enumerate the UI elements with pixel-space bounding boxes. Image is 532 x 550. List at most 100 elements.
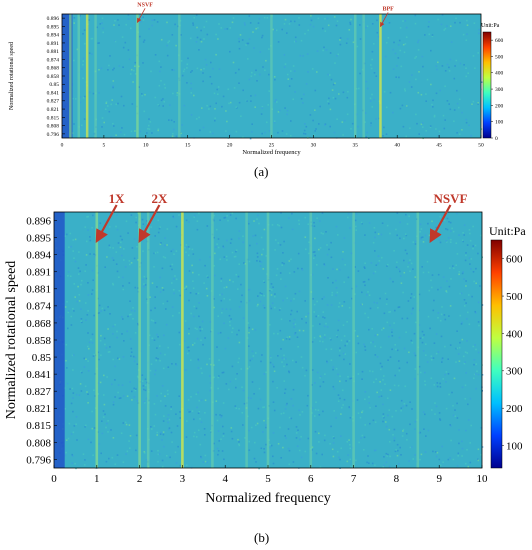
x-tick-label: 50 bbox=[478, 143, 484, 149]
spectral-line-6 bbox=[245, 212, 248, 468]
y-tick-label: 0.841 bbox=[47, 90, 60, 96]
heatmap-texture bbox=[54, 212, 484, 470]
panel-a-chart: 0 5 10 15 20 25 30 35 40 45 50 0.896 0.895 0.894 0.891… bbox=[9, 2, 504, 156]
y-tick-label: 0.796 bbox=[47, 132, 60, 138]
colorbar bbox=[482, 31, 492, 139]
x-tick-label: 10 bbox=[143, 143, 149, 149]
y-axis-label: Normalized rotational speed bbox=[9, 42, 15, 110]
y-tick-label: 0.85 bbox=[49, 82, 59, 88]
y-tick-label: 0.808 bbox=[47, 124, 60, 130]
x-tick-label: 5 bbox=[265, 473, 271, 485]
annotation-arrow bbox=[138, 204, 161, 243]
x-tick-label: 45 bbox=[436, 143, 442, 149]
spectral-line-3 bbox=[85, 14, 89, 138]
colorbar-tick-label: 100 bbox=[495, 120, 504, 126]
y-tick-label: 0.868 bbox=[26, 318, 51, 330]
y-tick-label: 0.868 bbox=[47, 66, 60, 72]
spectral-line-5 bbox=[136, 14, 139, 138]
colorbar-tick-label: 400 bbox=[495, 71, 504, 77]
heatmap-edge bbox=[54, 212, 65, 468]
colorbar-label: Unit:Pa bbox=[481, 23, 500, 29]
spectral-line-2 bbox=[77, 14, 80, 138]
colorbar-tick-label: 500 bbox=[495, 54, 504, 60]
y-tick-label: 0.85 bbox=[32, 352, 52, 364]
spectral-line-2 bbox=[138, 212, 141, 468]
colorbar-tick-label: 600 bbox=[506, 254, 523, 266]
x-tick-label: 2 bbox=[137, 473, 143, 485]
annotation-arrow bbox=[429, 204, 452, 243]
colorbar-tick-label: 400 bbox=[506, 328, 523, 340]
spectral-line-7 bbox=[266, 212, 270, 468]
heatmap-edge bbox=[62, 14, 73, 138]
x-tick-label: 10 bbox=[477, 473, 489, 485]
x-tick-label: 40 bbox=[394, 143, 400, 149]
y-tick-label: 0.896 bbox=[26, 215, 51, 227]
y-tick-label: 0.881 bbox=[47, 49, 60, 55]
colorbar-tick-label: 200 bbox=[506, 403, 523, 415]
x-tick-label: 8 bbox=[394, 473, 400, 485]
x-tick-label: 0 bbox=[51, 473, 57, 485]
x-tick-label: 35 bbox=[353, 143, 359, 149]
spectral-line-4 bbox=[94, 14, 97, 138]
x-tick-label: 5 bbox=[103, 143, 106, 149]
spectral-line-3 bbox=[146, 212, 150, 468]
annotation-label: NSVF bbox=[137, 2, 153, 8]
x-tick-label: 9 bbox=[436, 473, 442, 485]
colorbar-tick-label: 600 bbox=[495, 38, 504, 44]
y-tick-label: 0.881 bbox=[26, 284, 51, 296]
y-tick-label: 0.827 bbox=[26, 386, 51, 398]
spectral-line-1 bbox=[95, 212, 99, 468]
spectral-line-8 bbox=[309, 212, 313, 468]
spectral-line-7 bbox=[270, 14, 273, 138]
y-tick-label: 0.827 bbox=[47, 99, 60, 105]
colorbar-label: Unit:Pa bbox=[489, 224, 526, 238]
y-tick-label: 0.896 bbox=[47, 16, 60, 22]
annotation-label: 1X bbox=[109, 191, 126, 206]
y-tick-label: 0.891 bbox=[47, 41, 60, 47]
spectral-line-5 bbox=[211, 212, 214, 468]
colorbar-tick-label: 100 bbox=[506, 440, 523, 452]
y-tick-label: 0.808 bbox=[26, 437, 51, 449]
colorbar-tick-label: 0 bbox=[495, 136, 498, 142]
y-tick-label: 0.891 bbox=[26, 267, 51, 279]
y-tick-label: 0.895 bbox=[26, 232, 51, 244]
x-tick-label: 4 bbox=[222, 473, 228, 485]
x-tick-label: 20 bbox=[227, 143, 233, 149]
x-axis-label: Normalized frequency bbox=[242, 149, 301, 156]
annotation-label: 2X bbox=[151, 191, 168, 206]
heatmap-texture bbox=[62, 14, 483, 140]
x-tick-label: 30 bbox=[311, 143, 317, 149]
y-tick-label: 0.874 bbox=[47, 57, 60, 63]
annotation-label: NSVF bbox=[433, 191, 467, 206]
y-tick-label: 0.858 bbox=[26, 335, 51, 347]
panel-b-chart: 0 1 2 3 4 5 6 7 8 9 10 0.896 0.895 0.894 0.891 0.881 0.8… bbox=[4, 191, 526, 506]
y-tick-label: 0.894 bbox=[47, 33, 60, 39]
colorbar-tick-label: 200 bbox=[495, 103, 504, 109]
y-tick-label: 0.895 bbox=[47, 24, 60, 30]
colorbar-tick-label: 300 bbox=[495, 87, 504, 93]
y-tick-label: 0.815 bbox=[26, 420, 51, 432]
colorbar-tick-label: 500 bbox=[506, 291, 523, 303]
y-tick-label: 0.874 bbox=[26, 301, 51, 313]
y-tick-label: 0.858 bbox=[47, 74, 60, 80]
x-tick-label: 25 bbox=[269, 143, 275, 149]
panel-a-label: (a) bbox=[254, 164, 269, 179]
x-axis-label: Normalized frequency bbox=[205, 491, 331, 506]
x-tick-label: 7 bbox=[351, 473, 357, 485]
spectral-line-10 bbox=[416, 212, 420, 468]
y-tick-label: 0.894 bbox=[26, 250, 51, 262]
x-tick-label: 15 bbox=[185, 143, 191, 149]
x-tick-label: 6 bbox=[308, 473, 314, 485]
spectral-line-10 bbox=[379, 14, 382, 138]
annotation-arrow bbox=[380, 12, 389, 28]
spectral-line-6 bbox=[178, 14, 181, 138]
y-tick-label: 0.821 bbox=[47, 107, 60, 113]
spectral-line-8 bbox=[354, 14, 357, 138]
annotation-arrow bbox=[137, 8, 146, 23]
y-tick-label: 0.821 bbox=[26, 403, 51, 415]
x-tick-label: 0 bbox=[61, 143, 64, 149]
spectral-line-1 bbox=[69, 14, 72, 138]
y-tick-label: 0.796 bbox=[26, 454, 51, 466]
annotation-arrow bbox=[95, 204, 118, 243]
